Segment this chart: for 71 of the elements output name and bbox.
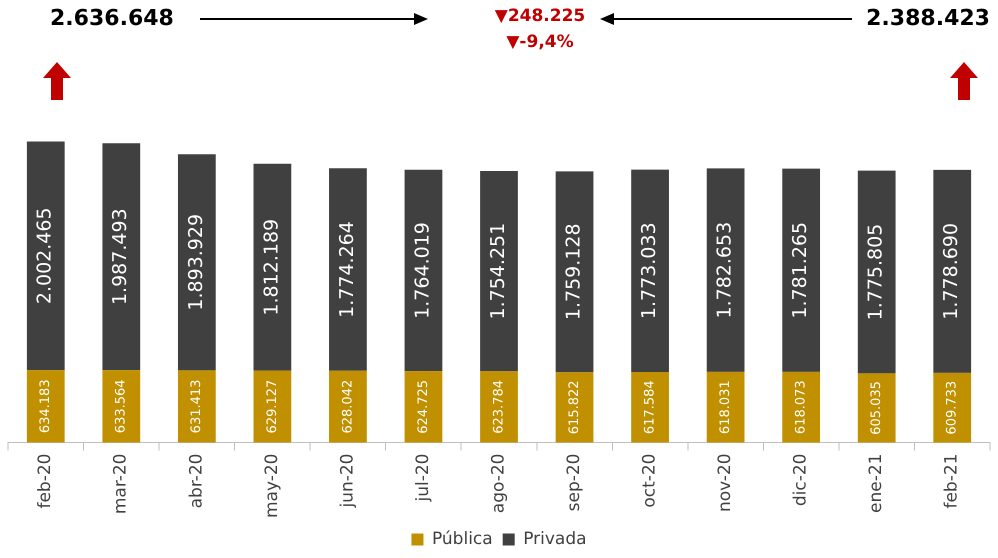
x-tick-label: ene-21: [866, 453, 886, 513]
x-tick-label: jul-20: [412, 453, 433, 502]
data-label: 2.002.465: [34, 207, 56, 304]
data-label: 628.042: [340, 380, 356, 434]
bar: [706, 372, 744, 442]
bar: [631, 170, 669, 372]
bar: [329, 168, 367, 371]
x-tick-label: feb-20: [35, 453, 56, 509]
x-tick-label: may-20: [262, 453, 282, 518]
data-label: 605.035: [869, 381, 884, 435]
data-label: 1.775.805: [864, 224, 887, 320]
data-label: 1.812.189: [260, 218, 282, 316]
bar: [782, 168, 820, 372]
data-label: 1.893.929: [184, 214, 207, 311]
bar: [178, 154, 216, 370]
data-label: 617.584: [642, 380, 658, 434]
bar: [329, 370, 367, 442]
data-label: 618.073: [794, 380, 809, 434]
x-tick-label: mar-20: [110, 453, 131, 514]
data-label: 615.822: [566, 380, 582, 434]
x-tick-label: oct-20: [640, 453, 660, 508]
x-tick-label: sep-20: [564, 453, 584, 512]
data-label: 1.764.019: [411, 222, 434, 319]
data-label: 618.031: [718, 380, 733, 434]
data-label: 634.183: [38, 379, 54, 434]
data-label: 1.759.128: [562, 223, 584, 320]
data-label: 624.725: [416, 380, 431, 434]
data-label: 629.127: [264, 380, 280, 434]
bar: [706, 168, 744, 372]
bar: [102, 370, 140, 442]
bar: [254, 164, 292, 371]
data-label: 1.781.265: [789, 222, 812, 319]
text: ▼-9,4%: [506, 32, 574, 52]
bar: [102, 143, 140, 370]
bar: [556, 372, 594, 442]
bar: [556, 171, 594, 372]
data-label: 1.987.493: [109, 208, 132, 306]
data-label: 1.778.690: [940, 223, 962, 320]
bar: [858, 373, 896, 442]
x-tick-label: jun-20: [337, 453, 358, 509]
data-label: 1.754.251: [486, 222, 509, 320]
bar: [782, 372, 820, 442]
bar: [480, 371, 518, 442]
bar: [404, 170, 442, 372]
legend-label: Pública: [432, 528, 493, 549]
data-label: 1.773.033: [638, 222, 660, 320]
data-label: 623.784: [491, 380, 506, 434]
bar: [480, 171, 518, 372]
bar: [26, 370, 65, 442]
bar: [933, 170, 972, 373]
data-label: 633.564: [114, 379, 129, 434]
bar: [858, 170, 896, 374]
data-label: 609.733: [944, 380, 960, 435]
data-label: 1.782.653: [714, 222, 736, 319]
bar: [178, 370, 216, 442]
bar: [26, 141, 65, 370]
data-label: 631.413: [189, 380, 204, 434]
legend-label: Privada: [523, 528, 587, 549]
x-tick-label: abr-20: [186, 453, 206, 508]
bar: [631, 372, 669, 442]
bar: [404, 371, 442, 442]
x-tick-label: nov-20: [715, 453, 736, 512]
x-tick-label: feb-21: [942, 453, 962, 509]
x-tick-label: dic-20: [790, 453, 811, 506]
bar: [254, 370, 292, 442]
bar: [933, 372, 972, 442]
text: 2.636.648: [50, 6, 174, 31]
x-tick-label: ago-20: [488, 453, 508, 514]
text: ▼248.225: [494, 6, 586, 26]
text: 2.388.423: [866, 6, 990, 31]
data-label: 1.774.264: [336, 221, 358, 318]
